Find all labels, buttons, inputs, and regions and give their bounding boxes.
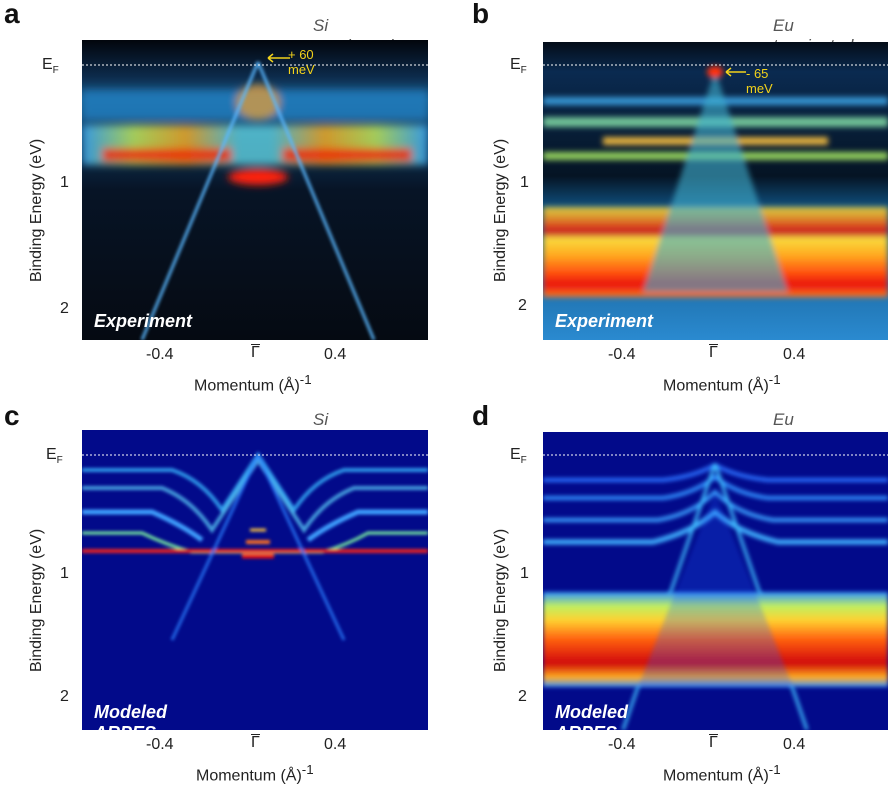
arpes-plot bbox=[82, 430, 428, 730]
fermi-level-label: EF bbox=[46, 446, 63, 467]
y-tick-1: 1 bbox=[60, 565, 69, 582]
x-tick-pos: 0.4 bbox=[324, 736, 347, 753]
panel-letter: a bbox=[4, 0, 20, 29]
y-axis-label: Binding Energy (eV) bbox=[28, 528, 45, 672]
arpes-plot bbox=[543, 432, 888, 730]
arrow-icon bbox=[725, 67, 746, 77]
y-tick-2: 2 bbox=[60, 688, 69, 705]
x-axis-label: Momentum (Å)-1 bbox=[663, 762, 781, 785]
fermi-level-label: EF bbox=[510, 56, 527, 77]
gamma-point-label: Γ bbox=[251, 344, 260, 361]
fermi-level-label: EF bbox=[42, 56, 59, 77]
energy-shift-annotation: - 65 meV bbox=[746, 66, 773, 96]
y-tick-1: 1 bbox=[520, 174, 529, 191]
x-tick-pos: 0.4 bbox=[783, 736, 806, 753]
arpes-map-mod-eu bbox=[543, 432, 888, 730]
y-tick-2: 2 bbox=[518, 297, 527, 314]
x-tick-neg: -0.4 bbox=[146, 346, 174, 363]
gamma-point-label: Γ bbox=[709, 734, 718, 751]
arpes-plot bbox=[543, 42, 888, 340]
arpes-map-exp-eu bbox=[543, 42, 888, 340]
arpes-map-mod-si bbox=[82, 430, 428, 730]
panel-letter: d bbox=[472, 400, 490, 431]
x-axis-label: Momentum (Å)-1 bbox=[194, 372, 312, 395]
gamma-point-label: Γ bbox=[251, 734, 260, 751]
x-axis-label: Momentum (Å)-1 bbox=[663, 372, 781, 395]
y-tick-1: 1 bbox=[60, 174, 69, 191]
panel-type-label: Modeled ARPES bbox=[94, 702, 168, 743]
x-tick-pos: 0.4 bbox=[783, 346, 806, 363]
panel-type-label: Experiment bbox=[555, 311, 654, 331]
arpes-plot bbox=[82, 40, 428, 340]
fermi-level-label: EF bbox=[510, 446, 527, 467]
panel-type-label: Experiment bbox=[94, 311, 193, 331]
panel-letter: c bbox=[4, 400, 20, 431]
arpes-map-exp-si bbox=[82, 40, 428, 340]
x-tick-neg: -0.4 bbox=[608, 346, 636, 363]
y-tick-2: 2 bbox=[518, 688, 527, 705]
y-tick-2: 2 bbox=[60, 300, 69, 317]
gamma-point-label: Γ bbox=[709, 344, 718, 361]
panel-letter: b bbox=[472, 0, 490, 29]
y-axis-label: Binding Energy (eV) bbox=[492, 138, 509, 282]
x-axis-label: Momentum (Å)-1 bbox=[196, 762, 314, 785]
energy-shift-annotation: + 60 meV bbox=[288, 47, 315, 77]
x-tick-neg: -0.4 bbox=[146, 736, 174, 753]
panel-type-label: Modeled ARPES bbox=[555, 702, 629, 743]
y-axis-label: Binding Energy (eV) bbox=[492, 528, 509, 672]
x-tick-neg: -0.4 bbox=[608, 736, 636, 753]
x-tick-pos: 0.4 bbox=[324, 346, 347, 363]
y-axis-label: Binding Energy (eV) bbox=[28, 138, 45, 282]
y-tick-1: 1 bbox=[520, 565, 529, 582]
arrow-icon bbox=[267, 53, 290, 63]
